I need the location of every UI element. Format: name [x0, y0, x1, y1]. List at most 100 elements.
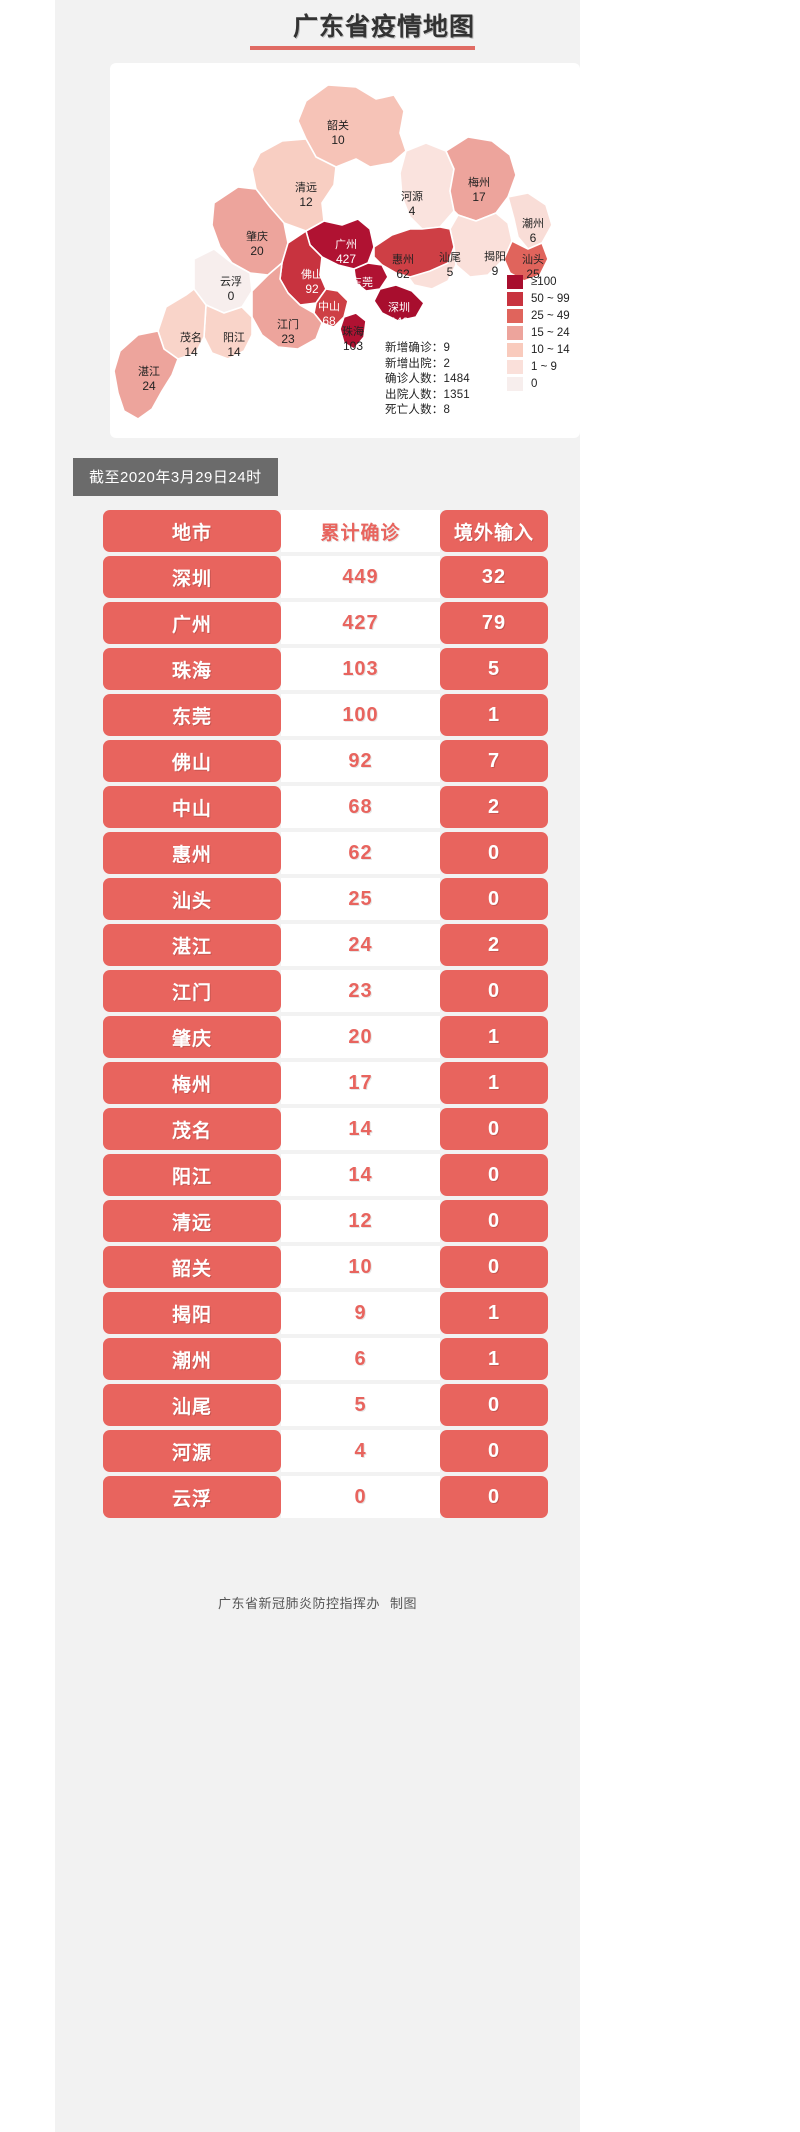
cell-city-20: 云浮: [103, 1476, 281, 1518]
cell-city-15: 韶关: [103, 1246, 281, 1288]
map-label-value-15: 68: [322, 314, 336, 328]
stat-new-discharged: 新增出院：2: [385, 357, 451, 370]
table-row[interactable]: 深圳 449 32: [103, 556, 548, 598]
column-header-city: 地市: [103, 510, 281, 552]
cell-city-5: 中山: [103, 786, 281, 828]
map-region-2[interactable]: [399, 142, 455, 230]
legend-swatch-4: [507, 342, 523, 357]
map-label-name-13: 东莞: [351, 276, 373, 289]
table-row[interactable]: 江门 23 0: [103, 970, 548, 1012]
map-label-value-0: 10: [331, 133, 345, 147]
cell-confirmed-3: 100: [281, 694, 440, 736]
table-row[interactable]: 汕头 25 0: [103, 878, 548, 920]
map-region-14[interactable]: [373, 284, 425, 322]
table-row[interactable]: 清远 12 0: [103, 1200, 548, 1242]
map-label-name-12: 惠州: [392, 252, 414, 266]
cell-imported-7: 0: [440, 878, 548, 920]
table-row[interactable]: 珠海 103 5: [103, 648, 548, 690]
table-row[interactable]: 阳江 14 0: [103, 1154, 548, 1196]
map-label-name-9: 云浮: [220, 275, 242, 288]
map-region-18[interactable]: [203, 304, 253, 360]
map-label-name-5: 揭阳: [484, 249, 506, 263]
legend-swatch-5: [507, 359, 523, 374]
cell-imported-9: 0: [440, 970, 548, 1012]
table-row[interactable]: 汕尾 5 0: [103, 1384, 548, 1426]
date-banner: 截至2020年3月29日24时: [73, 458, 278, 496]
cell-city-17: 潮州: [103, 1338, 281, 1380]
cell-imported-13: 0: [440, 1154, 548, 1196]
map-label-name-19: 茂名: [180, 330, 202, 344]
legend-row-6: 0: [507, 375, 570, 392]
map-label-value-11: 92: [305, 282, 319, 296]
cell-city-12: 茂名: [103, 1108, 281, 1150]
map-label-value-12: 62: [396, 267, 410, 281]
map-label-value-5: 9: [492, 264, 499, 278]
map-label-name-1: 清远: [295, 181, 317, 194]
map-region-12[interactable]: [373, 226, 455, 278]
cell-imported-17: 1: [440, 1338, 548, 1380]
map-region-17[interactable]: [251, 262, 323, 350]
footer-credit: 广东省新冠肺炎防控指挥办 制图: [55, 1593, 580, 1612]
stat-total-deaths: 死亡人数：8: [385, 404, 451, 416]
table-row[interactable]: 中山 68 2: [103, 786, 548, 828]
map-label-value-4: 6: [530, 231, 537, 245]
cell-confirmed-6: 62: [281, 832, 440, 874]
cell-confirmed-4: 92: [281, 740, 440, 782]
table-row[interactable]: 广州 427 79: [103, 602, 548, 644]
map-label-name-0: 韶关: [327, 118, 349, 132]
map-label-value-1: 12: [299, 195, 313, 209]
map-label-name-4: 潮州: [522, 216, 544, 230]
cell-city-6: 惠州: [103, 832, 281, 874]
table-row[interactable]: 东莞 100 1: [103, 694, 548, 736]
legend-row-3: 15 ~ 24: [507, 324, 570, 341]
cell-confirmed-15: 10: [281, 1246, 440, 1288]
cell-city-11: 梅州: [103, 1062, 281, 1104]
map-legend: ≥100 50 ~ 99 25 ~ 49 15 ~ 24 10 ~ 14 1 ~ 9 0: [507, 273, 570, 392]
cell-confirmed-16: 9: [281, 1292, 440, 1334]
legend-label-4: 10 ~ 14: [531, 343, 570, 356]
legend-swatch-6: [507, 376, 523, 391]
map-statistics: 新增确诊：9 新增出院：2 确诊人数：1484 出院人数：1351 死亡人数：8: [385, 341, 470, 419]
legend-row-0: ≥100: [507, 273, 570, 290]
table-row[interactable]: 肇庆 20 1: [103, 1016, 548, 1058]
stat-total-discharged: 出院人数：1351: [385, 388, 470, 401]
cell-city-3: 东莞: [103, 694, 281, 736]
map-region-16[interactable]: [339, 312, 367, 350]
cell-confirmed-0: 449: [281, 556, 440, 598]
cell-city-7: 汕头: [103, 878, 281, 920]
cell-imported-18: 0: [440, 1384, 548, 1426]
cell-city-13: 阳江: [103, 1154, 281, 1196]
infographic-page: 广东省疫情地图 韶关 10 清远 12 河源 4 梅州 17 潮州 6 揭阳 9 汕头 25 汕尾 5 肇庆 20…: [55, 0, 580, 2132]
table-row[interactable]: 惠州 62 0: [103, 832, 548, 874]
cell-imported-16: 1: [440, 1292, 548, 1334]
table-row[interactable]: 河源 4 0: [103, 1430, 548, 1472]
map-label-name-8: 肇庆: [246, 229, 268, 243]
page-title: 广东省疫情地图: [292, 13, 475, 41]
map-label-value-8: 20: [250, 244, 264, 258]
table-row[interactable]: 揭阳 9 1: [103, 1292, 548, 1334]
table-row[interactable]: 湛江 24 2: [103, 924, 548, 966]
cell-confirmed-2: 103: [281, 648, 440, 690]
cell-confirmed-20: 0: [281, 1476, 440, 1518]
city-case-table: 地市 累计确诊 境外输入 深圳 449 32 广州 427 79 珠海 103 5 东莞 100 1 佛…: [103, 510, 548, 1522]
map-label-value-17: 23: [281, 332, 295, 346]
table-row[interactable]: 韶关 10 0: [103, 1246, 548, 1288]
cell-city-1: 广州: [103, 602, 281, 644]
cell-imported-5: 2: [440, 786, 548, 828]
legend-row-2: 25 ~ 49: [507, 307, 570, 324]
table-row[interactable]: 云浮 0 0: [103, 1476, 548, 1518]
map-region-6[interactable]: [503, 240, 549, 282]
map-region-20[interactable]: [113, 330, 179, 420]
map-region-19[interactable]: [157, 288, 207, 360]
legend-label-6: 0: [531, 377, 538, 390]
table-row[interactable]: 佛山 92 7: [103, 740, 548, 782]
cell-city-9: 江门: [103, 970, 281, 1012]
table-row[interactable]: 梅州 17 1: [103, 1062, 548, 1104]
cell-confirmed-9: 23: [281, 970, 440, 1012]
map-region-13[interactable]: [353, 262, 389, 292]
legend-label-3: 15 ~ 24: [531, 326, 570, 339]
map-region-5[interactable]: [449, 212, 513, 278]
table-row[interactable]: 茂名 14 0: [103, 1108, 548, 1150]
table-row[interactable]: 潮州 6 1: [103, 1338, 548, 1380]
legend-swatch-2: [507, 308, 523, 323]
